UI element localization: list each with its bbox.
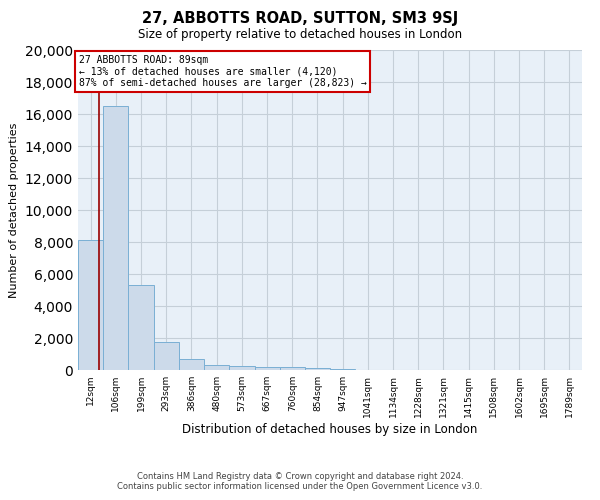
Bar [204, 365, 229, 370]
Text: 27, ABBOTTS ROAD, SUTTON, SM3 9SJ: 27, ABBOTTS ROAD, SUTTON, SM3 9SJ [142, 12, 458, 26]
X-axis label: Distribution of detached houses by size in London: Distribution of detached houses by size … [182, 422, 478, 436]
Bar [229, 366, 254, 370]
Bar [305, 368, 330, 370]
Bar [78, 240, 103, 370]
Text: Contains HM Land Registry data © Crown copyright and database right 2024.
Contai: Contains HM Land Registry data © Crown c… [118, 472, 482, 491]
Text: Size of property relative to detached houses in London: Size of property relative to detached ho… [138, 28, 462, 41]
Bar [280, 367, 305, 370]
Bar [154, 342, 179, 370]
Bar [179, 359, 204, 370]
Y-axis label: Number of detached properties: Number of detached properties [9, 122, 19, 298]
Bar [254, 367, 280, 370]
Bar [128, 285, 154, 370]
Bar [330, 369, 355, 370]
Text: 27 ABBOTTS ROAD: 89sqm
← 13% of detached houses are smaller (4,120)
87% of semi-: 27 ABBOTTS ROAD: 89sqm ← 13% of detached… [79, 55, 367, 88]
Bar [103, 106, 128, 370]
